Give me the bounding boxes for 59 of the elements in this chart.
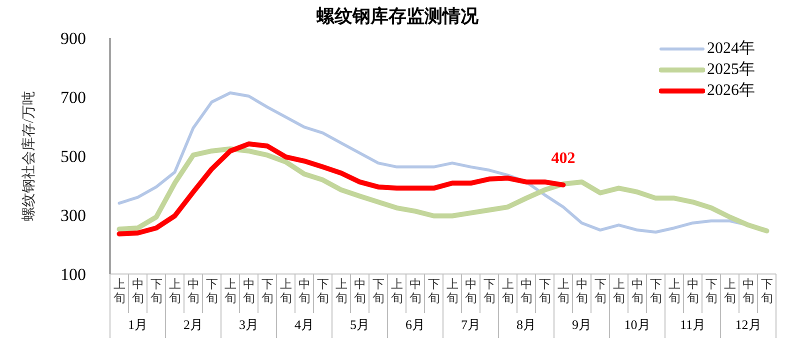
x-tick-label: 中旬 bbox=[576, 277, 588, 305]
x-tick-label: 上旬 bbox=[557, 277, 570, 305]
x-tick-label: 下旬 bbox=[650, 277, 662, 305]
text: 10月 bbox=[624, 317, 650, 332]
legend-label: 2025年 bbox=[707, 60, 755, 80]
x-tick-label: 下旬 bbox=[483, 277, 496, 305]
x-tick-label: 中旬 bbox=[464, 277, 477, 305]
x-tick-label: 上旬 bbox=[335, 277, 348, 305]
text: 1月 bbox=[128, 317, 148, 332]
text: 11月 bbox=[680, 317, 706, 332]
x-tick-label: 中旬 bbox=[354, 277, 366, 305]
x-tick-label: 上旬 bbox=[502, 277, 514, 305]
text: 9月 bbox=[572, 317, 592, 332]
x-tick-label: 下旬 bbox=[372, 277, 384, 305]
x-tick-label: 下旬 bbox=[428, 277, 440, 305]
x-tick-label: 上旬 bbox=[724, 277, 736, 305]
y-axis-title: 螺纹钢社会库存/万吨 bbox=[20, 91, 37, 221]
x-tick-label: 上旬 bbox=[224, 277, 236, 305]
x-tick-label: 中旬 bbox=[686, 277, 699, 305]
x-tick-label: 中旬 bbox=[742, 277, 754, 305]
x-tick-label: 上旬 bbox=[612, 277, 625, 305]
x-tick-label: 中旬 bbox=[520, 277, 532, 305]
x-tick-label: 上旬 bbox=[390, 277, 403, 305]
y-tick-label: 500 bbox=[60, 147, 86, 166]
x-tick-label: 下旬 bbox=[594, 277, 606, 305]
y-tick-label: 300 bbox=[60, 206, 86, 226]
chart-title: 螺纹钢库存监测情况 bbox=[315, 5, 480, 28]
text: 7月 bbox=[461, 317, 480, 332]
y-tick-label: 100 bbox=[60, 265, 86, 284]
text: 3月 bbox=[239, 317, 258, 332]
text: 12月 bbox=[735, 317, 762, 332]
text: 8月 bbox=[516, 317, 536, 332]
x-tick-label: 上旬 bbox=[446, 277, 458, 305]
x-tick-label: 下旬 bbox=[316, 277, 329, 305]
x-tick-label: 上旬 bbox=[113, 277, 126, 305]
text: 2月 bbox=[184, 317, 203, 332]
y-tick-label: 700 bbox=[60, 88, 86, 108]
x-tick-label: 上旬 bbox=[668, 277, 680, 305]
data-label: 402 bbox=[551, 150, 576, 167]
legend-label: 2026年 bbox=[707, 81, 755, 101]
x-tick-label: 中旬 bbox=[242, 277, 255, 305]
legend-label: 2024年 bbox=[707, 39, 755, 59]
x-tick-label: 上旬 bbox=[280, 277, 292, 305]
x-tick-label: 下旬 bbox=[150, 277, 162, 305]
x-tick-label: 中旬 bbox=[298, 277, 310, 305]
x-tick-label: 下旬 bbox=[206, 277, 218, 305]
x-tick-label: 上旬 bbox=[168, 277, 181, 305]
x-tick-label: 中旬 bbox=[132, 277, 144, 305]
text: 6月 bbox=[406, 317, 425, 332]
x-tick-label: 下旬 bbox=[705, 277, 718, 305]
text: 4月 bbox=[294, 317, 314, 332]
y-tick-label: 900 bbox=[60, 29, 86, 48]
x-tick-label: 下旬 bbox=[261, 277, 274, 305]
x-tick-label: 中旬 bbox=[409, 277, 422, 305]
x-tick-label: 中旬 bbox=[187, 277, 200, 305]
x-tick-label: 下旬 bbox=[760, 277, 773, 305]
text: 5月 bbox=[350, 317, 370, 332]
x-tick-label: 下旬 bbox=[538, 277, 551, 305]
x-tick-label: 中旬 bbox=[631, 277, 644, 305]
